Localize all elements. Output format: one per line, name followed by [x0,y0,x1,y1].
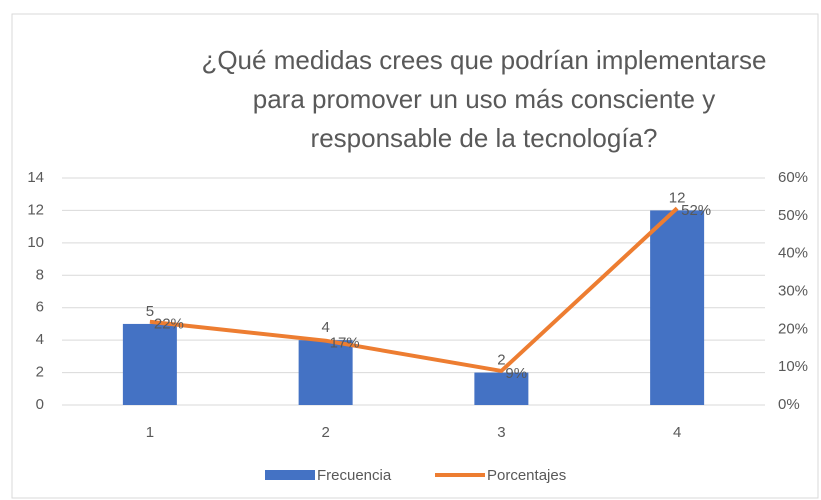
bar [298,340,353,405]
x-tick-label: 2 [321,424,329,441]
y2-tick-label: 0% [778,396,800,413]
y-tick-label: 10 [27,234,44,251]
data-label: 52% [681,202,711,219]
bar [122,323,177,405]
chart-title: responsable de la tecnología? [311,123,658,153]
y-tick-label: 8 [36,266,44,283]
legend-swatch [265,470,315,480]
y2-tick-label: 40% [778,245,808,262]
data-label: 22% [154,316,184,333]
y-tick-label: 4 [36,331,44,348]
chart-title: para promover un uso más consciente y [253,84,715,114]
y-tick-label: 0 [36,396,44,413]
data-label: 12 [669,189,686,206]
bar [650,210,705,405]
data-label: 5 [146,303,154,320]
data-label: 4 [321,319,329,336]
y2-tick-label: 20% [778,320,808,337]
y2-tick-label: 50% [778,207,808,224]
chart-title: ¿Qué medidas crees que podrían implement… [201,45,766,75]
y2-tick-label: 60% [778,169,808,186]
data-label: 2 [497,352,505,369]
line [149,206,679,373]
data-label: 9% [505,365,527,382]
y-tick-label: 14 [27,169,44,186]
legend-label: Frecuencia [317,467,392,484]
y-tick-label: 2 [36,364,44,381]
y2-tick-label: 30% [778,282,808,299]
legend-label: Porcentajes [487,467,566,484]
y2-tick-label: 10% [778,358,808,375]
data-label: 17% [330,335,360,352]
x-tick-label: 1 [146,424,154,441]
x-tick-label: 4 [673,424,681,441]
y-tick-label: 6 [36,299,44,316]
x-tick-label: 3 [497,424,505,441]
bar [474,372,529,405]
y-tick-label: 12 [27,201,44,218]
